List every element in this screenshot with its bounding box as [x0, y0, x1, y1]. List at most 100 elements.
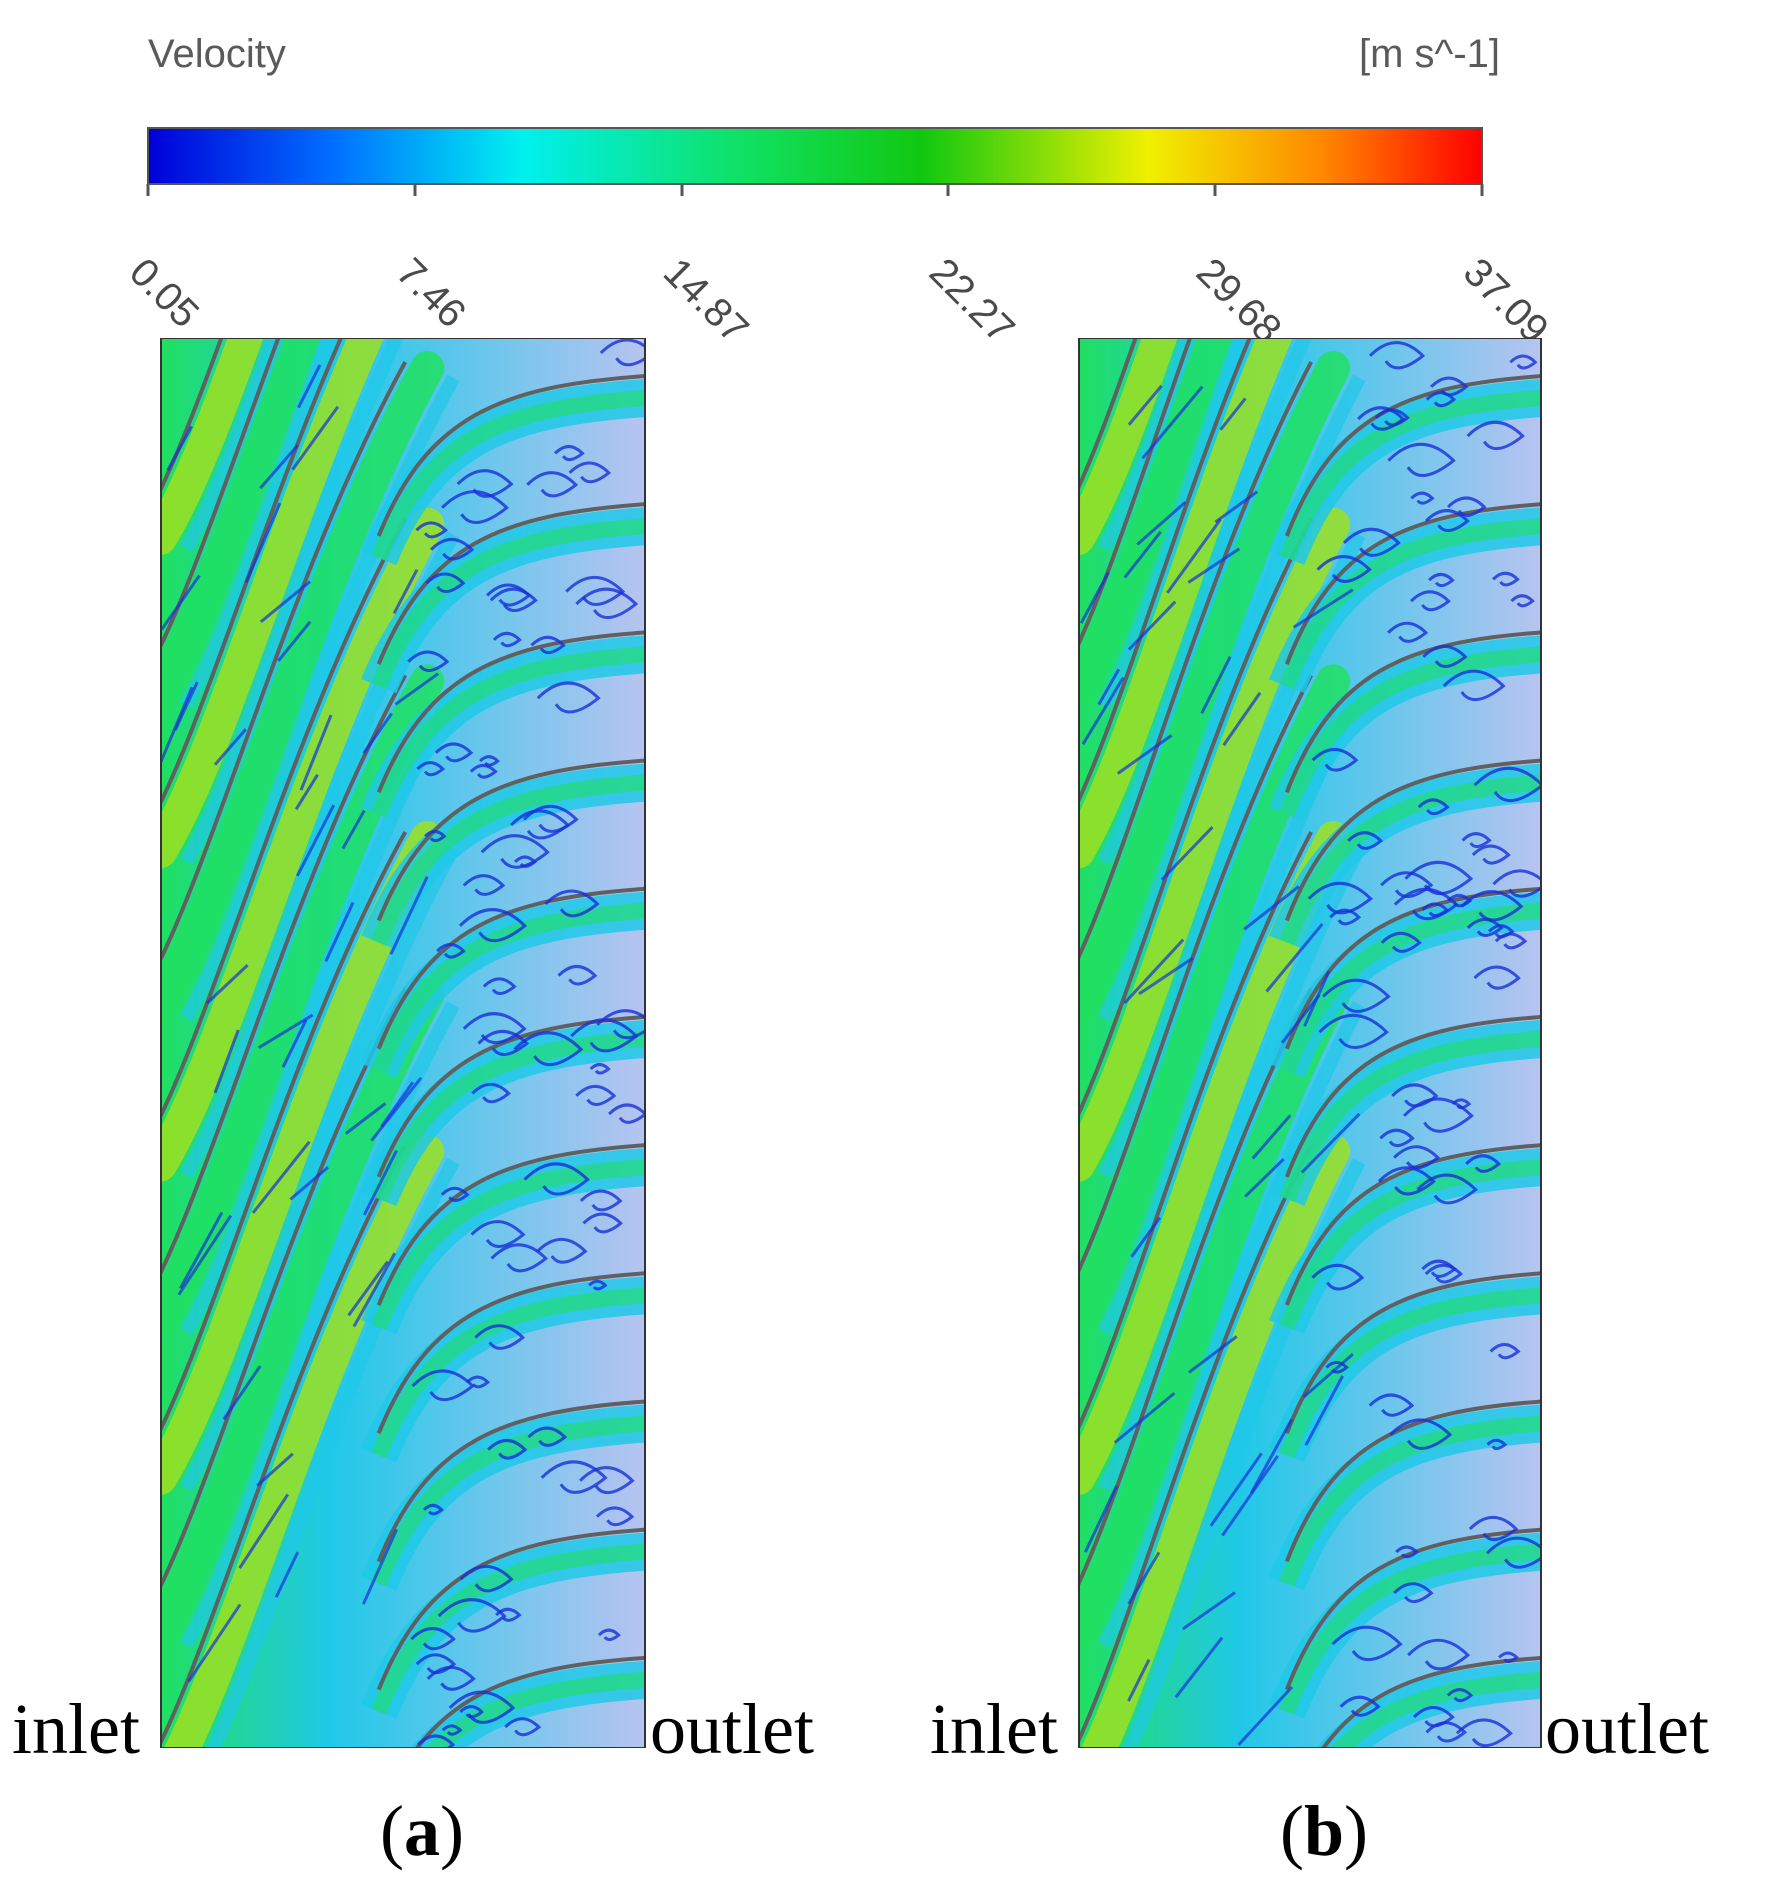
streamline	[362, 1149, 398, 1216]
vortex-streamline	[527, 1426, 568, 1447]
outlet-core	[371, 1415, 646, 1587]
streamline	[166, 425, 193, 472]
blade-profile	[376, 1399, 646, 1563]
vortex-streamline	[1347, 831, 1384, 850]
streamline	[277, 620, 312, 662]
outlet-core	[371, 646, 646, 818]
vortex-streamline	[1466, 420, 1525, 450]
caption-letter: b	[1303, 1791, 1345, 1871]
vortex-streamline	[1368, 1393, 1415, 1417]
streamline	[361, 1528, 399, 1605]
vortex-streamline	[469, 763, 498, 779]
vortex-streamline	[482, 977, 517, 995]
vortex-streamline	[1425, 391, 1457, 408]
tick-label: 0.05	[120, 250, 208, 337]
outlet-core	[1279, 1159, 1542, 1330]
outlet-core	[1279, 646, 1542, 818]
vortex-streamline	[1468, 1515, 1519, 1541]
streamline	[1116, 734, 1173, 775]
vortex-streamline	[1446, 893, 1473, 908]
streamline	[1243, 885, 1300, 931]
domain-border	[160, 338, 646, 1748]
inlet-jet	[1078, 507, 1351, 1182]
vortex-streamline	[1318, 1013, 1389, 1049]
blade-profile	[1284, 1399, 1542, 1563]
blade-profile	[1078, 674, 1313, 1277]
vortex-streamline	[459, 1565, 514, 1593]
blade-profile	[1078, 338, 1193, 650]
streamline	[1251, 1114, 1292, 1160]
vortex-streamline	[411, 1369, 475, 1402]
jet-shear-layer	[180, 1001, 460, 1649]
inlet-jet	[1078, 338, 1178, 555]
vortex-streamline	[1389, 1418, 1453, 1450]
vortex-streamline	[495, 1607, 522, 1622]
vortex-streamline	[489, 587, 538, 612]
outlet-core	[371, 774, 646, 946]
vortex-streamline	[1395, 1545, 1419, 1559]
blade-profile	[1284, 502, 1542, 665]
inlet-jet	[160, 351, 445, 1025]
vortex-streamline	[441, 1724, 463, 1736]
vortex-streamline	[1316, 555, 1372, 583]
inlet-jet	[164, 1134, 445, 1748]
vortex-streamline	[588, 1279, 608, 1291]
streamline	[173, 681, 199, 731]
streamline	[296, 804, 336, 877]
blade-profile	[1284, 1527, 1542, 1691]
vortex-streamline	[1416, 1173, 1478, 1205]
streamline	[1249, 1418, 1294, 1494]
vortex-streamline	[1494, 932, 1528, 950]
blade-profile	[1078, 338, 1252, 807]
jet-shear-layer	[1097, 338, 1313, 865]
tick-label: 14.87	[654, 250, 757, 352]
jet-shear-layer	[180, 338, 340, 709]
streamline	[297, 364, 322, 409]
vortex-streamline	[1311, 747, 1359, 772]
inlet-jet	[160, 338, 385, 869]
vortex-streamline	[575, 1084, 617, 1106]
vortex-streamline	[1446, 496, 1487, 517]
vortex-streamline	[1307, 881, 1373, 915]
vortex-streamline	[1380, 931, 1422, 953]
flow-field-a	[160, 338, 646, 1748]
vortex-streamline	[417, 1734, 456, 1748]
streamline	[344, 1102, 387, 1135]
streamline	[1237, 1685, 1294, 1746]
vortex-streamline	[1466, 918, 1504, 937]
vortex-streamline	[1412, 1705, 1455, 1728]
vortex-streamline	[599, 338, 646, 367]
vortex-streamline	[513, 1031, 584, 1067]
streamline	[1200, 655, 1232, 715]
streamline	[380, 1081, 415, 1128]
vortex-streamline	[430, 537, 475, 561]
blade-profile	[1078, 987, 1313, 1590]
streamline	[1081, 676, 1125, 746]
flow-field-b	[1078, 338, 1542, 1748]
vortex-streamline	[579, 1466, 635, 1494]
vortex-streamline	[407, 650, 450, 672]
caption-a: (a)	[380, 1791, 464, 1871]
blade-profile	[376, 502, 646, 665]
vortex-streamline	[1368, 341, 1426, 370]
streamline	[1127, 1551, 1161, 1605]
jet-shear-layer	[180, 844, 460, 1492]
blade-profile	[376, 758, 646, 922]
blade-profile	[160, 831, 408, 1436]
caption-b: (b)	[1280, 1791, 1369, 1871]
inlet-jet	[1081, 1134, 1351, 1748]
streamline	[370, 1076, 423, 1142]
streamline	[299, 714, 333, 791]
vortex-streamline	[1339, 1695, 1381, 1717]
vortex-streamline	[544, 889, 600, 918]
vortex-streamline	[1377, 1166, 1436, 1196]
vortex-streamline	[522, 804, 579, 833]
vortex-streamline	[1342, 527, 1401, 557]
vortex-streamline	[1486, 1438, 1508, 1451]
vortex-streamline	[570, 1018, 639, 1053]
vortex-streamline	[1404, 860, 1474, 896]
vortex-streamline	[1387, 621, 1429, 643]
inlet-jet	[1078, 351, 1351, 1025]
streamline	[251, 1140, 311, 1214]
inlet-jet	[1078, 977, 1351, 1652]
